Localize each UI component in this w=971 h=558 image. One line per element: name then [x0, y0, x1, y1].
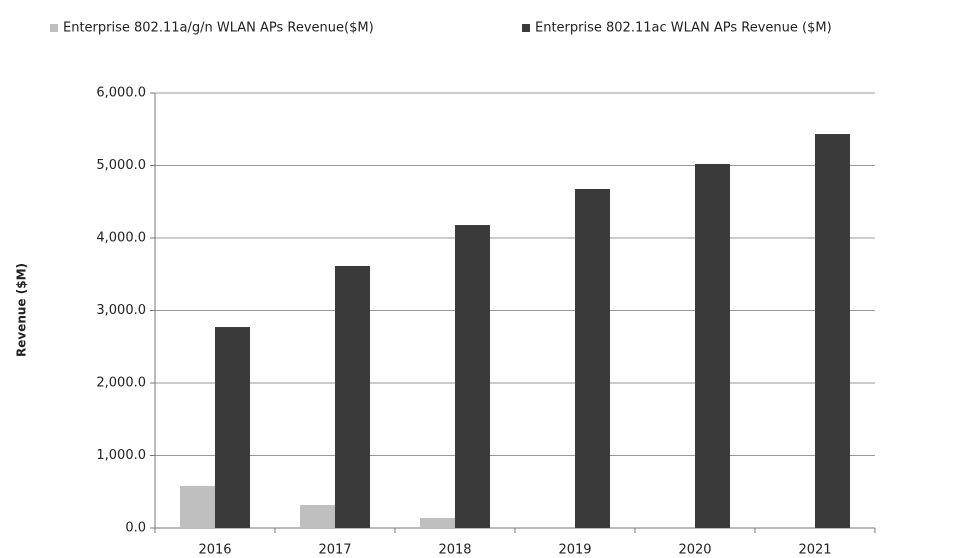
y-axis-label: Revenue ($M) — [15, 263, 29, 357]
x-tick-label: 2016 — [198, 543, 231, 558]
x-tick-label: 2018 — [438, 543, 471, 558]
bar — [815, 134, 850, 528]
x-tick-label: 2020 — [678, 543, 711, 558]
bar — [300, 505, 335, 528]
y-tick-label: 0.0 — [125, 521, 146, 536]
x-tick-label: 2021 — [798, 543, 831, 558]
y-tick-label: 1,000.0 — [96, 448, 146, 463]
y-tick-label: 5,000.0 — [96, 158, 146, 173]
bar — [695, 163, 730, 529]
bar — [420, 517, 455, 528]
legend-swatch — [522, 24, 530, 32]
legend-label: Enterprise 802.11a/g/n WLAN APs Revenue(… — [63, 21, 374, 36]
legend-label: Enterprise 802.11ac WLAN APs Revenue ($M… — [535, 21, 832, 36]
y-tick-label: 6,000.0 — [96, 86, 146, 101]
bar — [180, 485, 215, 528]
bar — [575, 188, 610, 529]
legend-swatch — [50, 24, 58, 32]
bar — [335, 265, 370, 528]
x-tick-label: 2017 — [318, 543, 351, 558]
bar — [455, 225, 490, 528]
x-tick-label: 2019 — [558, 543, 591, 558]
y-tick-label: 2,000.0 — [96, 376, 146, 391]
bar — [215, 327, 250, 528]
y-tick-label: 4,000.0 — [96, 231, 146, 246]
y-tick-label: 3,000.0 — [96, 303, 146, 318]
